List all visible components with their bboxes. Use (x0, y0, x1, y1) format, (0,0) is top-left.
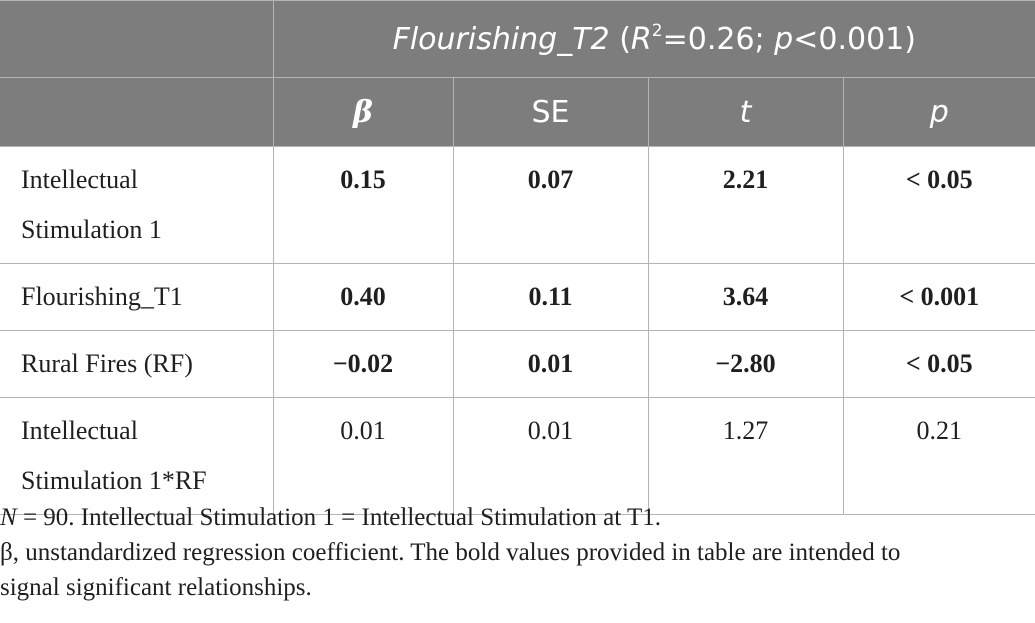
se-cell: 0.11 (452, 263, 649, 331)
r-squared-superscript: 2 (651, 20, 663, 41)
footnote-line-3: signal significant relationships. (0, 574, 312, 601)
model-header: Flourishing_T2 (R2=0.26; p<0.001) (272, 0, 1035, 78)
p-symbol: p (774, 21, 794, 57)
table-row: Rural Fires (RF) −0.02 0.01 −2.80 < 0.05 (0, 330, 1035, 398)
p-cell: < 0.001 (842, 263, 1035, 331)
header-blank-cell-2 (0, 77, 274, 147)
t-cell: −2.80 (647, 330, 844, 398)
row-label: Intellectual Stimulation 1*RF (0, 397, 274, 515)
footnote-line-2: β, unstandardized regression coefficient… (0, 539, 901, 566)
p-value: <0.001) (793, 21, 916, 57)
n-symbol: N (0, 504, 17, 531)
t-cell: 3.64 (647, 263, 844, 331)
p-cell: < 0.05 (842, 330, 1035, 398)
column-header-se: SE (452, 77, 649, 147)
column-header-p: p (842, 77, 1035, 147)
header-blank-cell (0, 0, 274, 78)
se-cell: 0.01 (452, 330, 649, 398)
r-squared-value: =0.26; (662, 21, 775, 57)
beta-cell: −0.02 (272, 330, 454, 398)
p-cell: < 0.05 (842, 146, 1035, 264)
footnote-line-1-text: = 90. Intellectual Stimulation 1 = Intel… (16, 504, 661, 531)
paren-open: ( (619, 21, 631, 57)
row-label: Flourishing_T1 (0, 263, 274, 331)
beta-cell: 0.15 (272, 146, 454, 264)
outcome-label: Flourishing_T2 (392, 21, 610, 57)
p-cell: 0.21 (842, 397, 1035, 515)
r-squared-symbol: R (630, 21, 652, 57)
row-label: Rural Fires (RF) (0, 330, 274, 398)
header-row-columns: β SE t p (0, 77, 1035, 147)
column-header-beta: β (272, 77, 454, 147)
beta-cell: 0.40 (272, 263, 454, 331)
beta-cell: 0.01 (272, 397, 454, 515)
regression-table: Flourishing_T2 (R2=0.26; p<0.001) β SE t… (0, 0, 1035, 515)
table-footnote: N = 90. Intellectual Stimulation 1 = Int… (0, 500, 1035, 605)
t-cell: 1.27 (647, 397, 844, 515)
table-row: Intellectual Stimulation 1 0.15 0.07 2.21… (0, 146, 1035, 264)
se-cell: 0.07 (452, 146, 649, 264)
t-cell: 2.21 (647, 146, 844, 264)
table-row: Intellectual Stimulation 1*RF 0.01 0.01 1… (0, 397, 1035, 515)
row-label: Intellectual Stimulation 1 (0, 146, 274, 264)
column-header-t: t (647, 77, 844, 147)
footnote-line-1: N = 90. Intellectual Stimulation 1 = Int… (0, 500, 1035, 535)
header-row-model: Flourishing_T2 (R2=0.26; p<0.001) (0, 0, 1035, 78)
se-cell: 0.01 (452, 397, 649, 515)
table-row: Flourishing_T1 0.40 0.11 3.64 < 0.001 (0, 263, 1035, 331)
